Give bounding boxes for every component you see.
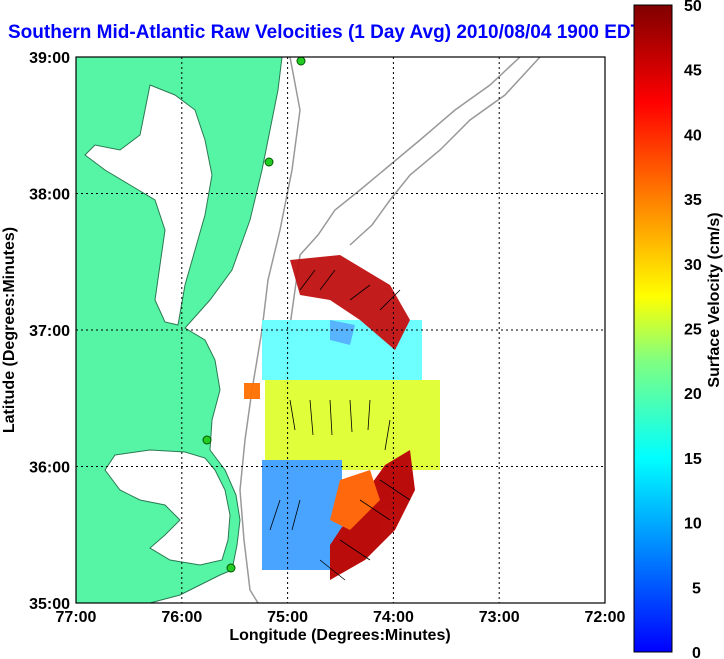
bathymetry-contour (349, 57, 541, 246)
y-tick-label: 38:00 (29, 187, 70, 204)
colorbar (633, 4, 673, 653)
radar-sites (202, 57, 306, 573)
x-tick-label: 74:00 (373, 609, 414, 626)
colorbar-label: Surface Velocity (cm/s) (706, 212, 723, 387)
colorbar-tick-label: 25 (684, 322, 702, 339)
colorbar-tick-label: 0 (692, 645, 701, 659)
x-tick-label: 73:00 (479, 609, 520, 626)
colorbar-tick-label: 45 (684, 63, 702, 80)
map-title: Southern Mid-Atlantic Raw Velocities (1 … (8, 22, 643, 43)
velocity-vectors (269, 269, 411, 581)
x-tick-label: 76:00 (161, 609, 202, 626)
x-tick-label: 72:00 (585, 609, 626, 626)
bathymetry-contour (284, 57, 521, 401)
plot-frame (75, 56, 606, 604)
chesapeake-bay (84, 84, 213, 326)
y-tick-label: 37:00 (29, 323, 70, 340)
x-tick-label: 77:00 (56, 609, 97, 626)
colorbar-tick-label: 20 (684, 386, 702, 403)
colorbar-tick-label: 15 (684, 451, 702, 468)
y-axis-label: Latitude (Degrees:Minutes) (1, 227, 18, 433)
colorbar-tick-label: 50 (684, 0, 702, 15)
y-tick-label: 36:00 (29, 460, 70, 477)
grid-lines (76, 57, 605, 603)
bathymetry-contour (239, 57, 301, 603)
colorbar-tick-label: 5 (692, 580, 701, 597)
x-tick-label: 75:00 (267, 609, 308, 626)
colorbar-ticks: 50 45 40 35 30 25 20 15 10 5 0 (684, 0, 702, 659)
colorbar-tick-label: 35 (684, 192, 702, 209)
colorbar-tick-label: 10 (684, 516, 702, 533)
x-axis-label: Longitude (Degrees:Minutes) (229, 627, 450, 644)
colorbar-tick-label: 40 (684, 127, 702, 144)
y-tick-label: 39:00 (29, 50, 70, 67)
pamlico-sound (104, 449, 231, 566)
y-tick-label: 35:00 (29, 596, 70, 613)
colorbar-tick-label: 30 (684, 257, 702, 274)
